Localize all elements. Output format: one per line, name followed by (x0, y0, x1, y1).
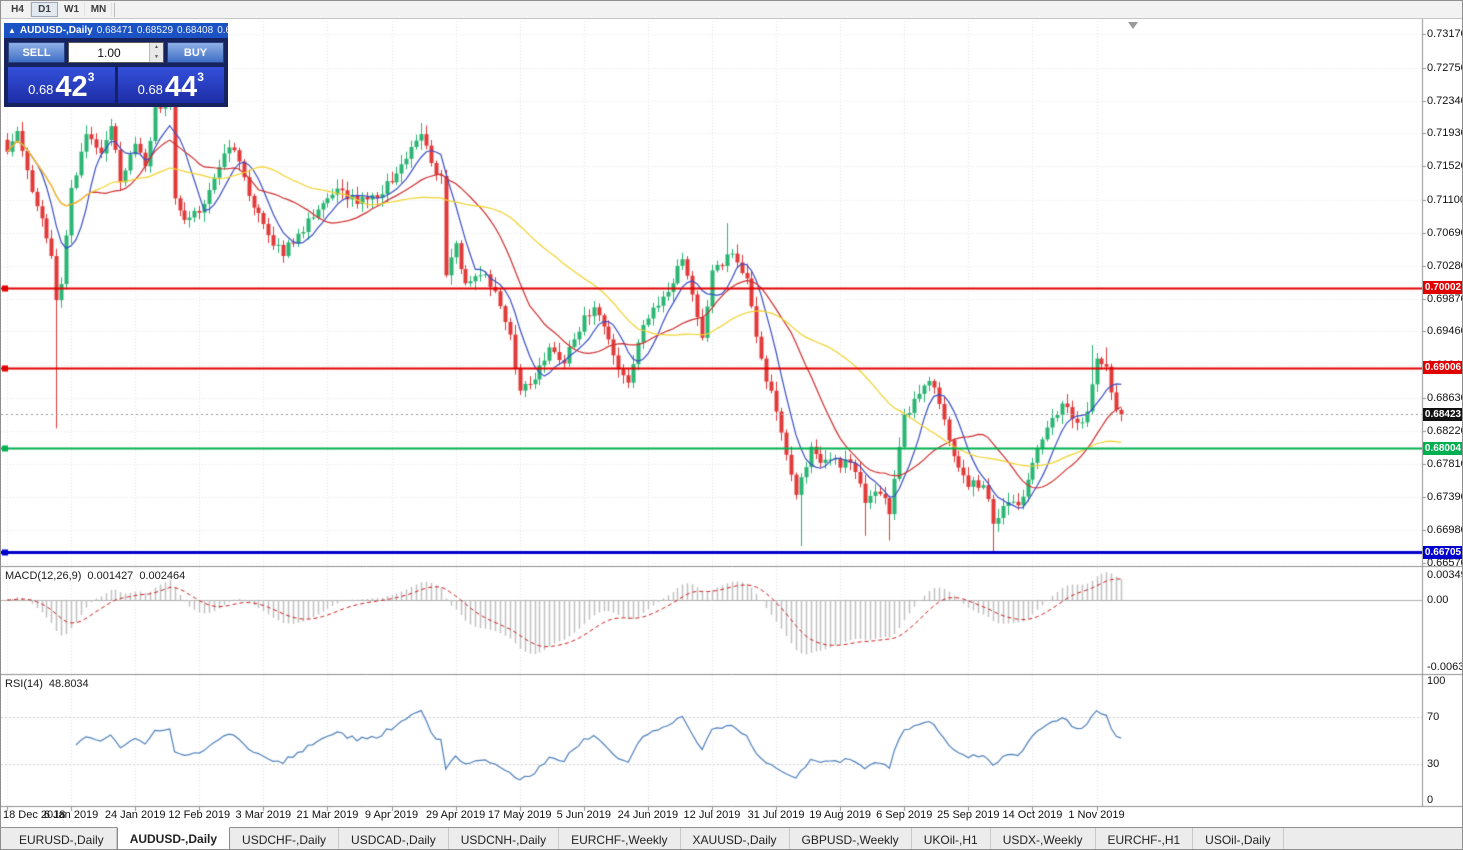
chart-tab-eurusd-daily[interactable]: EURUSD-,Daily (7, 828, 117, 849)
macd-indicator-label: MACD(12,26,9) 0.001427 0.002464 (5, 570, 191, 582)
volume-input[interactable]: 1.00 ▲ ▼ (68, 42, 164, 63)
date-axis-label: 9 Apr 2019 (364, 809, 419, 821)
buy-button[interactable]: BUY (167, 42, 224, 63)
volume-value[interactable]: 1.00 (97, 45, 121, 60)
price-axis-tick: 0.69460 (1427, 325, 1463, 338)
chart-tab-eurchf-weekly[interactable]: EURCHF-,Weekly (559, 828, 681, 849)
rsi-axis-tick: 70 (1427, 710, 1440, 723)
volume-spin-down-icon[interactable]: ▼ (150, 52, 163, 62)
trade-panel-body: SELL 1.00 ▲ ▼ BUY 0.68 42 3 0.68 44 3 (4, 38, 228, 107)
price-axis-tick: 0.72340 (1427, 94, 1463, 107)
date-axis-label: 19 Aug 2019 (809, 809, 872, 821)
date-axis-label: 17 May 2019 (487, 809, 552, 821)
timeframe-toolbar: H4 D1 W1 MN (1, 1, 1462, 19)
trade-panel-header[interactable]: ▲ AUDUSD-,Daily 0.68471 0.68529 0.68408 … (4, 23, 253, 38)
price-axis-tick: 0.70280 (1427, 259, 1463, 272)
price-axis-tick: 0.72750 (1427, 61, 1463, 74)
chart-tab-usdcad-daily[interactable]: USDCAD-,Daily (339, 828, 449, 849)
date-axis-label: 29 Apr 2019 (425, 809, 486, 821)
date-axis-label: 5 Jun 2019 (556, 809, 612, 821)
macd-name: MACD(12,26,9) (5, 570, 82, 582)
price-axis-tick: 0.69870 (1427, 292, 1463, 305)
date-axis-label: 12 Jul 2019 (683, 809, 741, 821)
date-axis-label: 12 Feb 2019 (168, 809, 231, 821)
chart-tab-xauusd-daily[interactable]: XAUUSD-,Daily (681, 828, 790, 849)
chart-tab-gbpusd-weekly[interactable]: GBPUSD-,Weekly (790, 828, 912, 849)
date-axis-label: 1 Nov 2019 (1068, 809, 1125, 821)
ohlc-low-value: 0.68408 (177, 25, 214, 36)
price-axis-tick: 0.71520 (1427, 160, 1463, 173)
sell-price-display[interactable]: 0.68 42 3 (8, 67, 115, 103)
buy-price-pips: 44 (164, 71, 198, 103)
ohlc-close-value: 0.68423 (217, 25, 254, 36)
price-axis-tick: 0.66570 (1427, 557, 1463, 569)
chart-tab-usdx-weekly[interactable]: USDX-,Weekly (991, 828, 1096, 849)
volume-spinner: ▲ ▼ (149, 43, 163, 62)
date-axis-label: 18 Dec 2018 (3, 809, 66, 821)
sell-price-pipette: 3 (87, 70, 95, 84)
chart-tab-ukoil-h1[interactable]: UKOil-,H1 (912, 828, 991, 849)
chart-tab-usoil-daily[interactable]: USOil-,Daily (1193, 828, 1284, 849)
macd-value-signal: 0.002464 (139, 570, 186, 582)
buy-price-prefix: 0.68 (137, 82, 163, 97)
date-axis-label: 3 Mar 2019 (235, 809, 292, 821)
timeframe-button-h4[interactable]: H4 (4, 2, 31, 17)
date-axis-label: 25 Sep 2019 (937, 809, 1000, 821)
chart-tabs-bar: EURUSD-,Daily AUDUSD-,Daily USDCHF-,Daily U… (1, 827, 1462, 849)
macd-axis-max: 0.00349 (1427, 569, 1463, 581)
chart-tab-usdchf-daily[interactable]: USDCHF-,Daily (230, 828, 340, 849)
macd-axis-zero: 0.00 (1427, 594, 1449, 606)
price-level-badge: 0.69006 (1423, 361, 1462, 375)
timeframe-button-mn[interactable]: MN (85, 2, 112, 17)
price-axis-tick: 0.70690 (1427, 226, 1463, 239)
date-axis-label: 21 Mar 2019 (296, 809, 359, 821)
price-axis-tick: 0.68220 (1427, 424, 1463, 437)
price-axis-tick: 0.68630 (1427, 391, 1463, 404)
date-axis-label: 14 Oct 2019 (1002, 809, 1063, 821)
price-level-badge: 0.68004 (1423, 441, 1462, 455)
price-level-badge: 0.66705 (1423, 545, 1462, 559)
buy-price-display[interactable]: 0.68 44 3 (117, 67, 224, 103)
price-axis-tick: 0.71100 (1427, 193, 1463, 206)
price-axis-tick: 0.67810 (1427, 457, 1463, 470)
rsi-axis-tick: 100 (1427, 675, 1446, 687)
rsi-axis-tick: 30 (1427, 758, 1440, 771)
chart-tab-eurchf-h1[interactable]: EURCHF-,H1 (1096, 828, 1194, 849)
one-click-trade-panel: ▲ AUDUSD-,Daily 0.68471 0.68529 0.68408 … (4, 23, 253, 107)
price-axis-tick: 0.66980 (1427, 524, 1463, 537)
sell-button[interactable]: SELL (8, 42, 65, 63)
price-axis-tick: 0.73170 (1427, 28, 1463, 40)
timeframe-button-w1[interactable]: W1 (58, 2, 85, 17)
sell-price-prefix: 0.68 (28, 82, 54, 97)
rsi-indicator-label: RSI(14) 48.8034 (5, 678, 95, 690)
macd-value-main: 0.001427 (87, 570, 134, 582)
buy-price-pipette: 3 (197, 70, 204, 84)
timeframe-button-d1[interactable]: D1 (31, 2, 58, 17)
volume-spin-up-icon[interactable]: ▲ (150, 43, 163, 53)
sell-price-pips: 42 (55, 71, 88, 103)
chart-tab-audusd-daily[interactable]: AUDUSD-,Daily (116, 827, 231, 849)
date-axis-label: 24 Jan 2019 (104, 809, 166, 821)
date-axis-label: 6 Sep 2019 (876, 809, 933, 821)
price-axis-tick: 0.67390 (1427, 491, 1463, 504)
toolbar-separator (114, 2, 115, 17)
chart-symbol-label: AUDUSD-,Daily (19, 25, 93, 36)
date-axis-label: 24 Jun 2019 (617, 809, 679, 821)
collapse-panel-icon[interactable]: ▲ (8, 26, 16, 35)
price-level-badge: 0.70002 (1423, 281, 1462, 295)
rsi-value: 48.8034 (48, 678, 89, 690)
chart-shift-marker-icon[interactable] (1128, 22, 1138, 29)
date-axis-label: 31 Jul 2019 (747, 809, 805, 821)
price-axis-tick: 0.71930 (1427, 127, 1463, 140)
date-axis-label: 6 Jan 2019 (43, 809, 99, 821)
chart-tab-usdcnh-daily[interactable]: USDCNH-,Daily (449, 828, 560, 849)
macd-axis-min: -0.00637 (1427, 661, 1462, 673)
ohlc-open-value: 0.68471 (96, 25, 133, 36)
ohlc-high-value: 0.68529 (136, 25, 174, 36)
rsi-axis-tick: 0 (1427, 794, 1434, 806)
current-price-badge: 0.68423 (1423, 407, 1462, 421)
rsi-name: RSI(14) (5, 678, 43, 690)
